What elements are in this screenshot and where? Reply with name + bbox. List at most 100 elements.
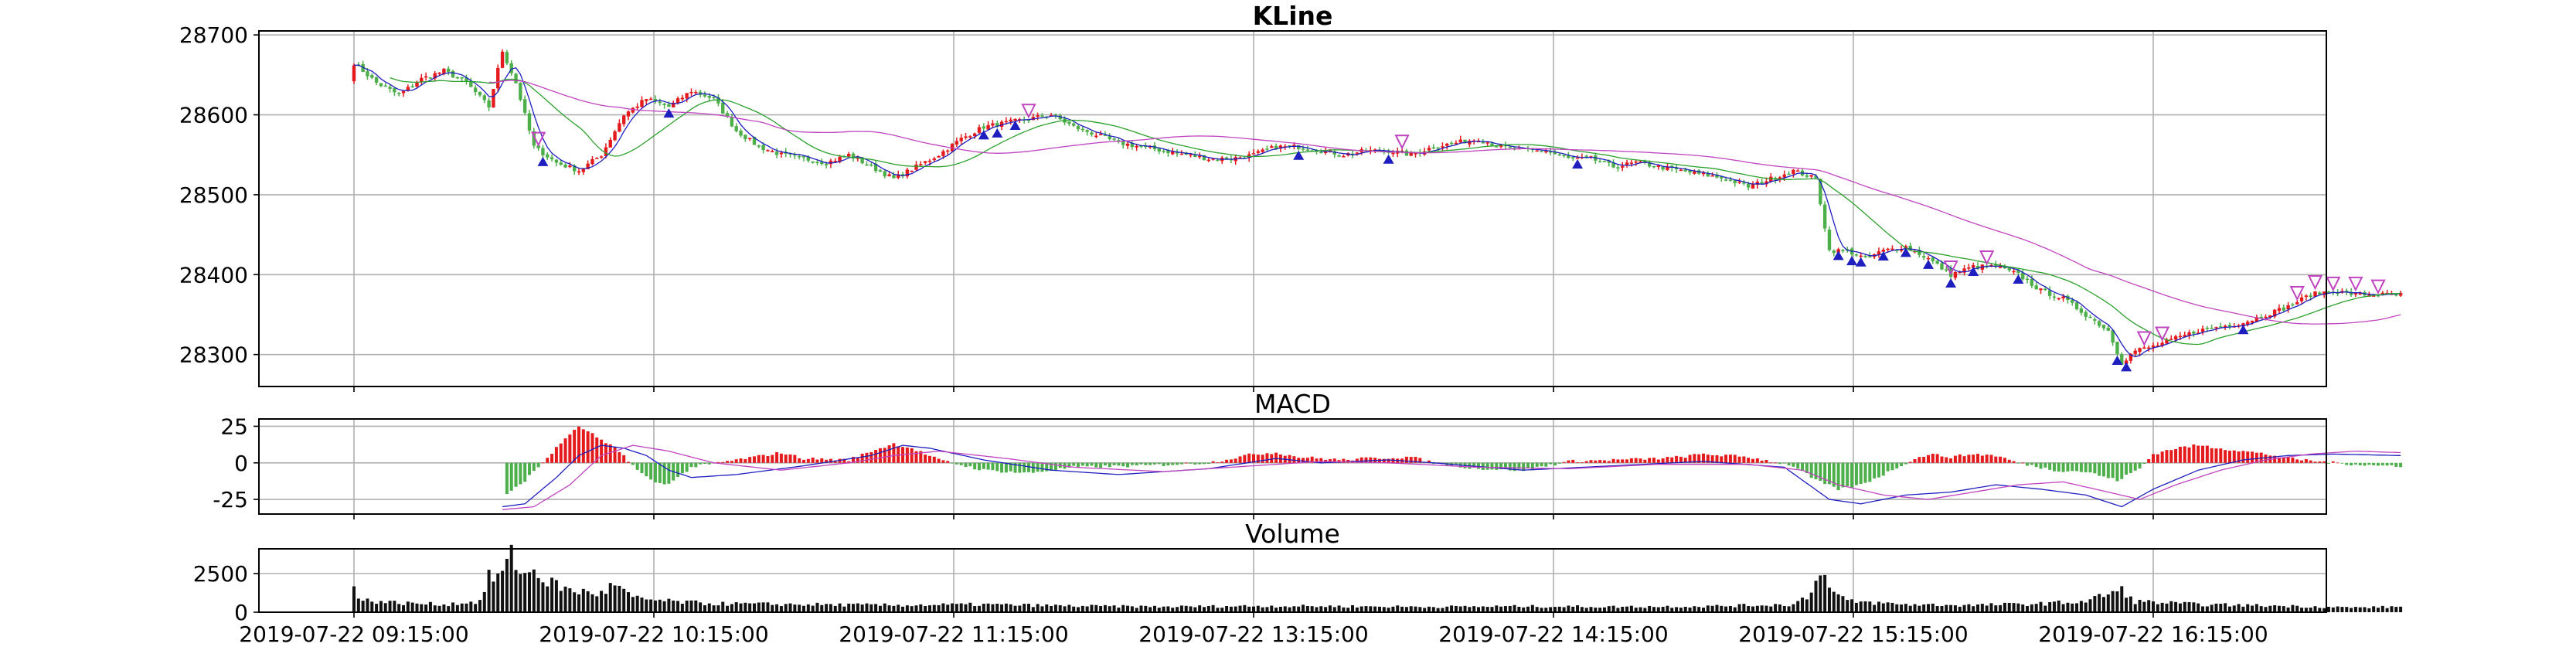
volume-bar (924, 605, 927, 612)
macd-bar (627, 461, 631, 463)
macd-bar (1985, 455, 1989, 463)
volume-bar (2098, 594, 2101, 612)
candle-body (1197, 155, 1202, 158)
candle-body (590, 158, 594, 165)
volume-bar (1117, 608, 1121, 612)
candle-body (532, 131, 536, 146)
volume-bar (1377, 606, 1381, 612)
volume-bar (640, 598, 644, 612)
candle-body (1737, 181, 1741, 183)
macd-bar (1877, 462, 1880, 478)
candle-body (1805, 175, 1809, 177)
macd-bar (1638, 458, 1642, 463)
candle-body (1787, 173, 1791, 175)
macd-bar (1252, 454, 1255, 463)
macd-bar (1027, 462, 1030, 472)
candle-body (1485, 142, 1489, 144)
candle-body (451, 70, 455, 78)
macd-bar (982, 462, 985, 469)
candle-body (725, 113, 730, 117)
macd-bar (1540, 462, 1543, 467)
volume-bar (2125, 598, 2129, 612)
macd-bar (716, 461, 720, 463)
candle-body (766, 150, 770, 152)
macd-bar (577, 426, 580, 463)
volume-bar (1517, 606, 1521, 612)
candle-body (2380, 292, 2385, 295)
macd-bar (1189, 462, 1193, 464)
macd-bar (1958, 454, 1962, 463)
macd-bar (2052, 462, 2056, 472)
volume-bar (586, 591, 590, 612)
buy-signal-marker (1009, 120, 1021, 130)
candle-body (469, 81, 473, 87)
volume-bar (1949, 604, 1953, 612)
candle-body (2052, 296, 2057, 298)
macd-bar (559, 443, 563, 463)
volume-bar (1792, 604, 1795, 612)
volume-bar (2111, 591, 2115, 612)
macd-bar (2160, 451, 2164, 463)
candle-body (2291, 304, 2295, 306)
sell-signal-marker (2326, 276, 2341, 292)
candle-body (1701, 172, 1706, 175)
macd-bar (1355, 458, 1359, 463)
macd-bar (1643, 459, 1647, 463)
candle-body (820, 162, 824, 165)
macd-bar (658, 462, 662, 483)
candle-body (1121, 141, 1125, 145)
volume-bar (955, 604, 958, 612)
macd-bar (1809, 462, 1813, 478)
macd-bar (2039, 462, 2043, 469)
macd-bar (635, 462, 639, 470)
macd-bar (1683, 458, 1687, 463)
volume-bar (968, 602, 972, 612)
volume-bar (1283, 606, 1287, 612)
volume-bar (536, 577, 540, 612)
volume-bar (766, 602, 770, 612)
candle-body (1935, 261, 1939, 264)
volume-bar (685, 600, 689, 612)
macd-bar (820, 458, 824, 463)
candle-body (2061, 296, 2065, 298)
macd-bar (833, 460, 837, 463)
macd-bar (1972, 455, 1975, 463)
candle-body (442, 69, 446, 74)
m-title: MACD (1254, 389, 1331, 419)
buy-signal-marker (2013, 274, 2024, 284)
volume-bar (838, 603, 842, 612)
volume-bar (487, 570, 491, 612)
candle-body (865, 164, 869, 166)
volume-bar (1431, 607, 1435, 612)
macd-bar (2304, 459, 2308, 463)
macd-bar (973, 462, 977, 470)
candle-body (873, 163, 878, 172)
candle-body (1688, 170, 1692, 173)
volume-bar (1400, 606, 1404, 612)
volume-bar (937, 604, 941, 612)
candle-body (1265, 148, 1269, 150)
volume-bar (2390, 606, 2394, 612)
candle-body (1288, 145, 1291, 147)
macd-bar (941, 460, 945, 463)
macd-bar (2012, 461, 2016, 463)
volume-bar (1589, 607, 1593, 612)
macd-bar (1666, 457, 1669, 463)
candle-body (1584, 155, 1588, 158)
macd-bar (1513, 462, 1516, 472)
candle-body (2084, 312, 2088, 317)
macd-bar (2363, 462, 2367, 466)
candle-body (550, 157, 554, 160)
candle-body (1157, 148, 1161, 152)
macd-bar (1778, 462, 1781, 465)
candle-body (1832, 250, 1836, 254)
volume-bar (1265, 607, 1269, 612)
candle-body (662, 104, 666, 106)
volume-bar (1297, 606, 1301, 612)
volume-bar (2367, 608, 2371, 612)
macd-bar (806, 458, 810, 463)
candle-body (955, 141, 959, 145)
candle-body (968, 136, 972, 138)
macd-bar (1193, 462, 1197, 465)
macd-bar (2192, 444, 2196, 463)
